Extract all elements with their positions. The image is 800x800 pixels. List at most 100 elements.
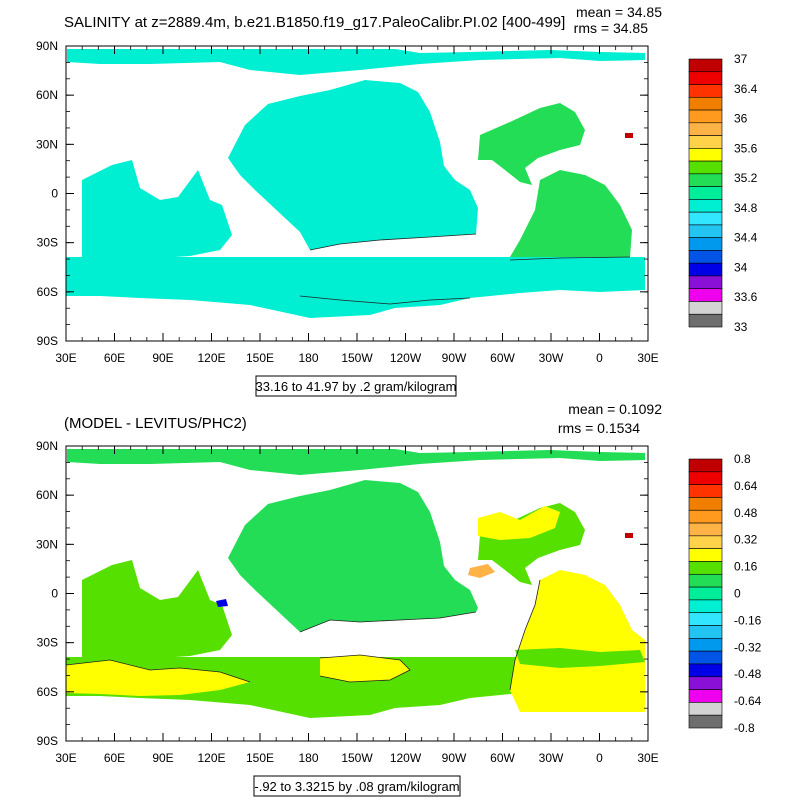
colorbar-swatch [688, 211, 723, 226]
colorbar-swatch [688, 625, 723, 639]
colorbar-swatch [688, 313, 723, 328]
x-tick-label: 90E [152, 751, 173, 765]
range-label: -.92 to 3.3215 by .08 gram/kilogram [254, 779, 459, 794]
x-tick-label: 30E [637, 751, 658, 765]
colorbar-label: -0.32 [734, 640, 762, 654]
x-tick-label: 120E [197, 351, 225, 365]
y-tick-label: 0 [51, 187, 58, 201]
colorbar-swatch [688, 689, 723, 703]
region-pacific [228, 480, 478, 632]
x-tick-label: 60E [104, 351, 125, 365]
x-tick-label: 30E [55, 751, 76, 765]
x-tick-label: 0 [596, 351, 603, 365]
y-tick-label: 30N [36, 537, 58, 551]
colorbar-swatch [688, 522, 723, 537]
colorbar-label: 37 [734, 52, 748, 66]
region-arctic [67, 49, 645, 75]
colorbar-swatch [688, 484, 723, 498]
y-tick-label: 60S [37, 285, 58, 299]
colorbar-swatch [688, 458, 723, 473]
colorbar-label: 0 [734, 587, 741, 601]
region-southern [66, 257, 645, 318]
colorbar: 0.8 0.64 0.48 0.32 0.16 0 -0.16 -0.32 -0.48 -0.64… [688, 452, 762, 735]
colorbar-swatch [688, 148, 723, 162]
colorbar-swatch [688, 262, 723, 277]
colorbar-swatch [688, 224, 723, 238]
region-north-atlantic [478, 503, 585, 585]
panel-title: SALINITY at z=2889.4m, b.e21.B1850.f19_g… [64, 14, 565, 31]
contour-line [66, 659, 251, 683]
x-tick-label: 30W [539, 751, 564, 765]
y-tick-label: 30S [37, 236, 58, 250]
colorbar-label: -0.16 [734, 613, 762, 627]
x-tick-label: 150E [246, 351, 274, 365]
colorbar-label: 0.48 [734, 506, 758, 520]
colorbar-swatch [688, 663, 723, 678]
colorbar-swatch [688, 509, 723, 524]
colorbar-label: 35.2 [734, 171, 758, 185]
colorbar-swatch [688, 586, 723, 601]
contour-line [509, 579, 541, 691]
x-tick-label: 90W [442, 751, 467, 765]
colorbar-swatch [688, 186, 723, 200]
x-tick-label: 60E [104, 751, 125, 765]
colorbar-label: 0.32 [734, 533, 758, 547]
colorbar-label: 35.6 [734, 141, 758, 155]
region-gulf-of-mexico [468, 564, 495, 578]
stat-rms: rms = 0.1534 [558, 420, 640, 436]
colorbar-swatch [688, 599, 723, 614]
map-axes: 30E 60E 90E 120E 150E 180 150W 120W 90W 60W 30W 0 30… [36, 439, 659, 765]
colorbar-label: 36 [734, 112, 748, 126]
x-tick-label: 180 [298, 751, 318, 765]
map-area [66, 46, 648, 341]
contour-line [299, 295, 471, 305]
y-tick-label: 60N [36, 88, 58, 102]
region-north-atlantic-positive [478, 506, 560, 540]
contour-line [319, 654, 411, 683]
y-tick-label: 90N [36, 439, 58, 453]
x-tick-label: 30W [539, 351, 564, 365]
colorbar-swatch [688, 71, 723, 85]
colorbar-swatch [688, 96, 723, 111]
colorbar-swatch [688, 275, 723, 290]
colorbar-label: -0.64 [734, 694, 762, 708]
colorbar-swatch [688, 561, 723, 575]
colorbar-swatch [688, 714, 723, 729]
colorbar-swatch [688, 122, 723, 136]
x-tick-label: 30E [55, 351, 76, 365]
y-tick-label: 30S [37, 636, 58, 650]
region-indian [82, 160, 232, 258]
colorbar-swatch [688, 173, 723, 187]
x-tick-label: 180 [298, 351, 318, 365]
region-bay-of-bengal [216, 599, 228, 607]
range-label-box [253, 775, 461, 797]
colorbar-swatch [688, 676, 723, 690]
region-mediterranean [625, 133, 633, 138]
colorbar-label: -0.8 [734, 721, 755, 735]
colorbar-swatch [688, 497, 723, 511]
x-tick-label: 150W [341, 351, 373, 365]
panel-difference: (MODEL - LEVITUS/PHC2) mean = 0.1092 rms… [36, 401, 762, 797]
y-tick-label: 90S [37, 334, 58, 348]
region-indian-outflow [515, 648, 645, 668]
region-arctic [67, 449, 645, 475]
colorbar-swatch [688, 471, 723, 485]
colorbar-label: 34 [734, 260, 748, 274]
colorbar-swatch [688, 250, 723, 264]
map-area [66, 446, 648, 741]
colorbar-swatch [688, 58, 723, 73]
colorbar-label: 0.8 [734, 452, 751, 466]
map-axes: 30E 60E 90E 120E 150E 180 150W 120W 90W 60W 30W 0 30… [36, 39, 659, 365]
y-tick-label: 0 [51, 587, 58, 601]
stat-mean: mean = 34.85 [576, 4, 662, 20]
colorbar-swatch [688, 135, 723, 149]
colorbar-swatch [688, 160, 723, 175]
region-south-atlantic [510, 570, 645, 712]
colorbar-swatch [688, 650, 723, 665]
y-tick-label: 90N [36, 39, 58, 53]
region-mediterranean [625, 533, 633, 538]
colorbar: 37 36.4 36 35.6 35.2 34.8 34.4 34 33.6 33 [688, 52, 758, 334]
contour-line [509, 256, 631, 261]
region-southern-positive [66, 660, 250, 696]
